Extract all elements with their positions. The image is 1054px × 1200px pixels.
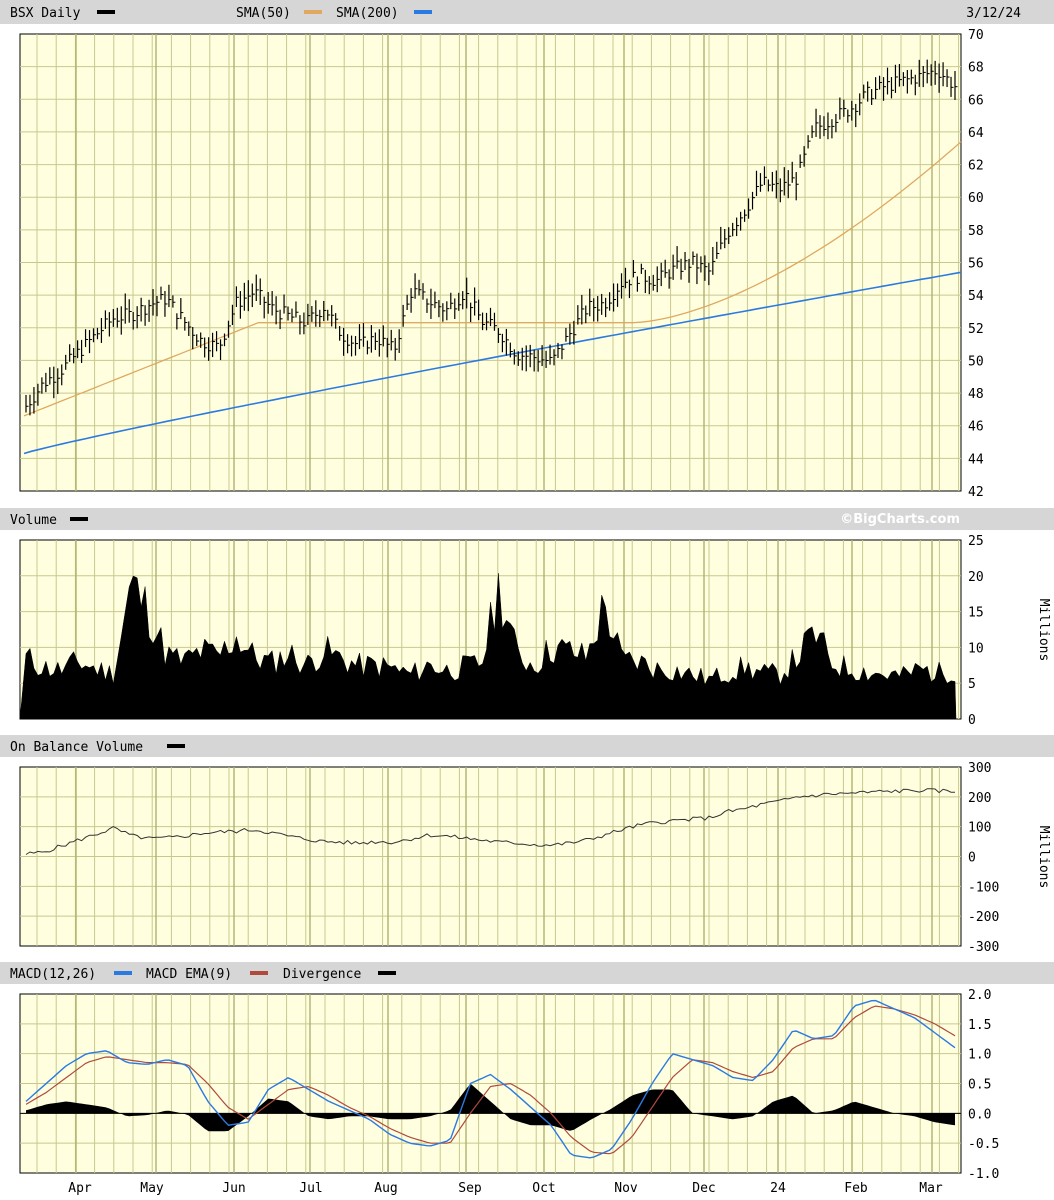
volume-tick-label: 15 <box>968 606 984 621</box>
macd-tick-label: 0.0 <box>968 1107 991 1122</box>
obv-title-swatch <box>167 744 185 748</box>
month-label-Jul: Jul <box>299 1181 322 1196</box>
obv-title: On Balance Volume <box>10 740 143 755</box>
month-label-May: May <box>140 1181 164 1196</box>
price-tick-label: 66 <box>968 93 984 108</box>
price-tick-label: 62 <box>968 159 984 174</box>
price-tick-label: 70 <box>968 28 984 43</box>
volume-tick-label: 0 <box>968 713 976 728</box>
macd-header-bar <box>0 962 1054 984</box>
obv-tick-label: 300 <box>968 761 991 776</box>
month-label-Mar: Mar <box>919 1181 943 1196</box>
month-label-Dec: Dec <box>692 1181 715 1196</box>
price-tick-label: 52 <box>968 322 984 337</box>
volume-tick-label: 20 <box>968 570 984 585</box>
legend-divergence-label: Divergence <box>283 967 361 982</box>
obv-series <box>25 788 955 855</box>
macd-tick-label: 1.0 <box>968 1048 991 1063</box>
price-tick-label: 54 <box>968 289 984 304</box>
legend-sma200-swatch <box>414 10 432 14</box>
obv-tick-label: -100 <box>968 880 999 895</box>
volume-tick-label: 25 <box>968 534 984 549</box>
legend-divergence-swatch <box>378 971 396 975</box>
legend-macd-ema-swatch <box>250 971 268 975</box>
volume-header-bar <box>0 508 1054 530</box>
legend-macd-ema-label: MACD EMA(9) <box>146 967 232 982</box>
macd-tick-label: -1.0 <box>968 1167 999 1182</box>
price-tick-label: 46 <box>968 420 984 435</box>
obv-tick-label: 100 <box>968 821 991 836</box>
price-tick-label: 48 <box>968 387 984 402</box>
month-label-Nov: Nov <box>614 1181 638 1196</box>
legend-sma50-swatch <box>304 10 322 14</box>
volume-tick-label: 10 <box>968 641 984 656</box>
sma50-line <box>23 141 962 417</box>
volume-title-swatch <box>70 517 88 521</box>
macd-tick-label: -0.5 <box>968 1137 999 1152</box>
month-label-Feb: Feb <box>844 1181 868 1196</box>
volume-ylabel: Millions <box>1036 599 1051 662</box>
macd-tick-label: 2.0 <box>968 988 991 1003</box>
macd-series <box>20 999 961 1159</box>
obv-line <box>25 788 955 855</box>
legend-macd-swatch <box>114 971 132 975</box>
macd-tick-label: 0.5 <box>968 1078 991 1093</box>
month-label-24: 24 <box>770 1181 786 1196</box>
volume-series <box>19 573 957 720</box>
obv-tick-label: 200 <box>968 791 991 806</box>
price-tick-label: 42 <box>968 485 984 500</box>
obv-tick-label: 0 <box>968 851 976 866</box>
month-label-Apr: Apr <box>68 1181 92 1196</box>
price-tick-label: 44 <box>968 452 984 467</box>
bigcharts-watermark: ©BigCharts.com <box>840 512 960 527</box>
month-label-Aug: Aug <box>374 1181 397 1196</box>
month-label-Jun: Jun <box>222 1181 245 1196</box>
price-tick-label: 58 <box>968 224 984 239</box>
obv-tick-label: -200 <box>968 910 999 925</box>
grid-lines <box>20 34 961 1173</box>
price-title-swatch <box>97 10 115 14</box>
legend-sma200-label: SMA(200) <box>336 6 399 21</box>
macd-line <box>25 999 956 1159</box>
price-tick-label: 68 <box>968 61 984 76</box>
price-tick-label: 56 <box>968 257 984 272</box>
price-tick-label: 64 <box>968 126 984 141</box>
sma200-line <box>23 271 962 455</box>
obv-header-bar <box>0 735 1054 757</box>
price-header-bar <box>0 0 1054 24</box>
price-tick-label: 50 <box>968 354 984 369</box>
price-title: BSX Daily <box>10 6 81 21</box>
month-label-Sep: Sep <box>458 1181 482 1196</box>
volume-tick-label: 5 <box>968 677 976 692</box>
divergence-histogram <box>26 1083 955 1132</box>
obv-tick-label: -300 <box>968 940 999 955</box>
legend-sma50-label: SMA(50) <box>236 6 291 21</box>
macd-tick-label: 1.5 <box>968 1018 991 1033</box>
volume-title: Volume <box>10 513 57 528</box>
chart-date: 3/12/24 <box>966 6 1021 21</box>
price-bars <box>25 59 958 416</box>
price-tick-label: 60 <box>968 191 984 206</box>
macd-title: MACD(12,26) <box>10 967 96 982</box>
moving-averages <box>23 141 962 455</box>
axis-ticks: 42 44 46 48 50 52 54 56 58 60 62 64 66 68 70 0 5 10 15 20 25… <box>68 28 999 1196</box>
month-label-Oct: Oct <box>532 1181 555 1196</box>
volume-area <box>19 573 957 720</box>
obv-ylabel: Millions <box>1036 826 1051 889</box>
